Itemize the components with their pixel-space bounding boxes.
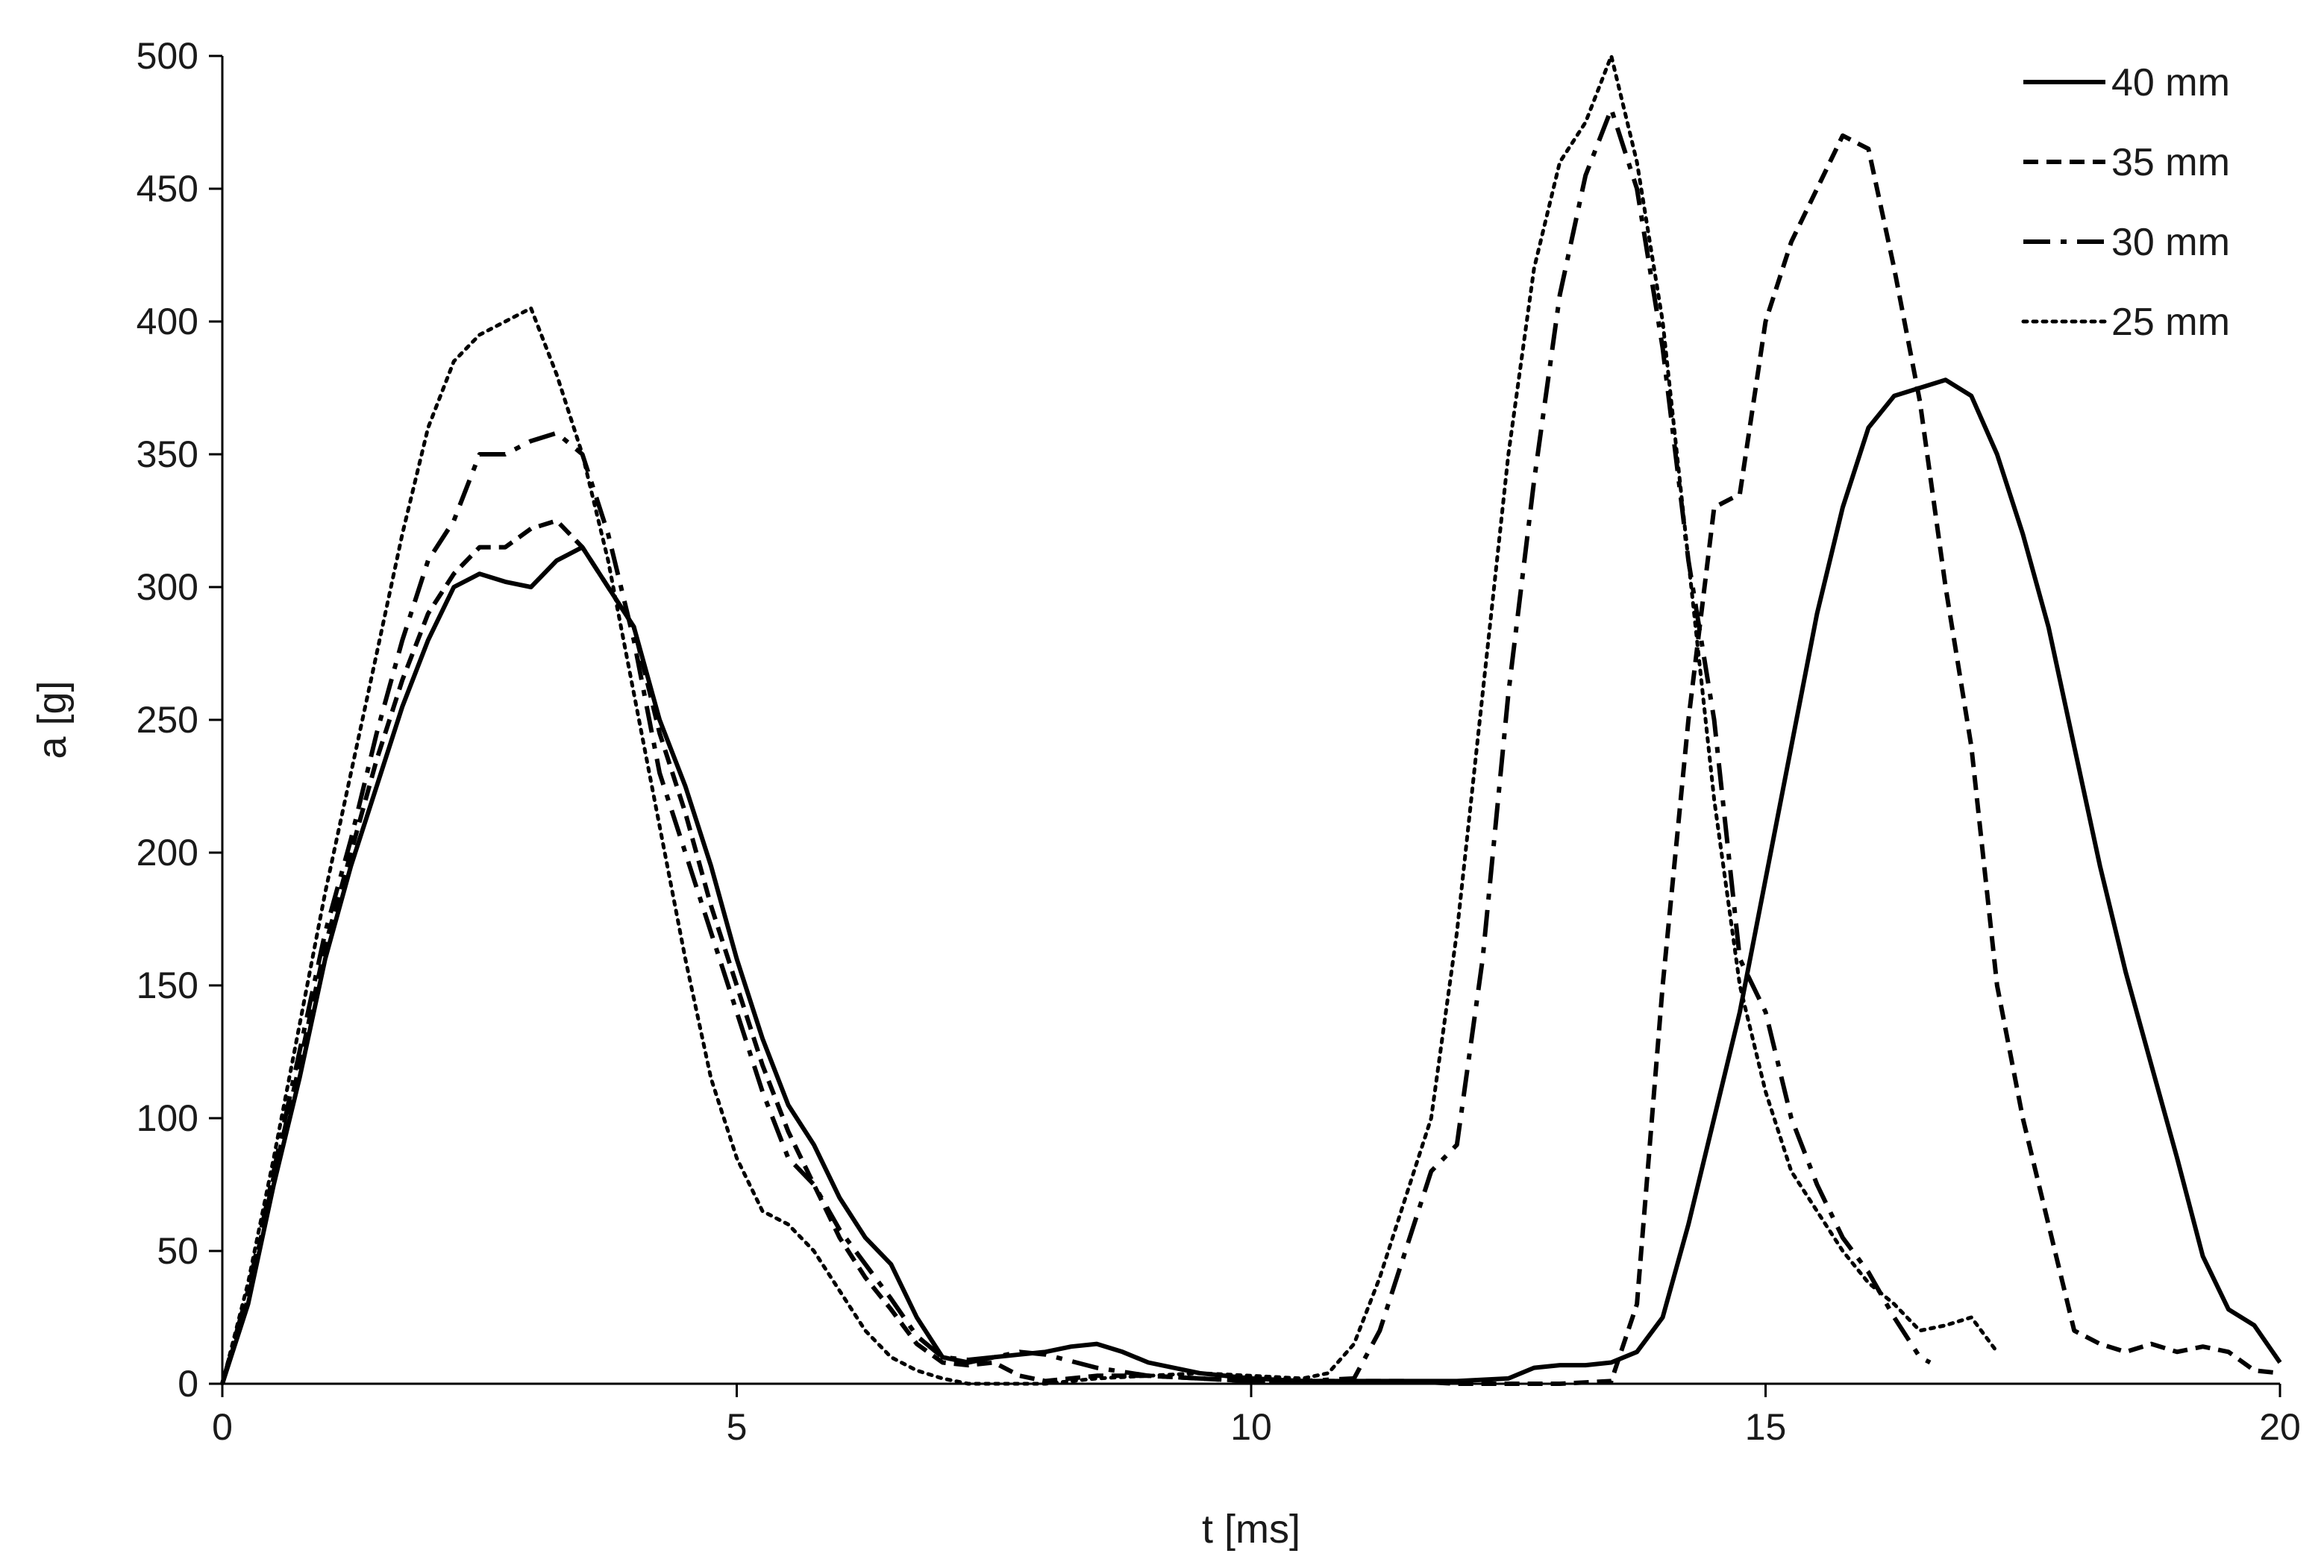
x-tick-label: 15 (1745, 1406, 1787, 1448)
y-tick-label: 350 (137, 433, 198, 475)
y-tick-label: 0 (178, 1363, 198, 1405)
series-line-25-mm (220, 54, 1999, 1386)
y-tick-label: 50 (157, 1230, 198, 1272)
y-tick-label: 300 (137, 566, 198, 608)
x-tick-label: 0 (212, 1406, 233, 1448)
y-tick-label: 150 (137, 965, 198, 1006)
x-tick-label: 10 (1230, 1406, 1272, 1448)
y-axis-title: a [g] (30, 680, 75, 759)
y-tick-label: 100 (137, 1097, 198, 1139)
y-tick-label: 200 (137, 832, 198, 874)
legend-label: 35 mm (2111, 141, 2230, 184)
series-layer (220, 54, 2282, 1386)
y-tick-label: 250 (137, 699, 198, 741)
x-tick-label: 20 (2259, 1406, 2301, 1448)
legend-label: 40 mm (2111, 61, 2230, 104)
y-tick-label: 450 (137, 168, 198, 210)
y-tick-label: 500 (137, 35, 198, 77)
x-tick-label: 5 (727, 1406, 748, 1448)
series-line-40-mm (220, 377, 2282, 1384)
x-ticks: 0 5 10 15 20 (212, 1384, 2301, 1448)
axes-layer (221, 56, 2280, 1385)
y-ticks: 0 50 100 150 200 250 300 350 400 450 500 (137, 35, 222, 1405)
y-tick-label: 400 (137, 301, 198, 342)
series-line-35-mm (220, 133, 2281, 1386)
legend-label: 25 mm (2111, 301, 2230, 344)
x-axis-title: t [ms] (1202, 1507, 1300, 1552)
legend-label: 30 mm (2111, 221, 2230, 264)
legend: 40 mm 35 mm 30 mm 25 mm (2021, 61, 2230, 344)
series-line-30-mm (220, 107, 1932, 1384)
